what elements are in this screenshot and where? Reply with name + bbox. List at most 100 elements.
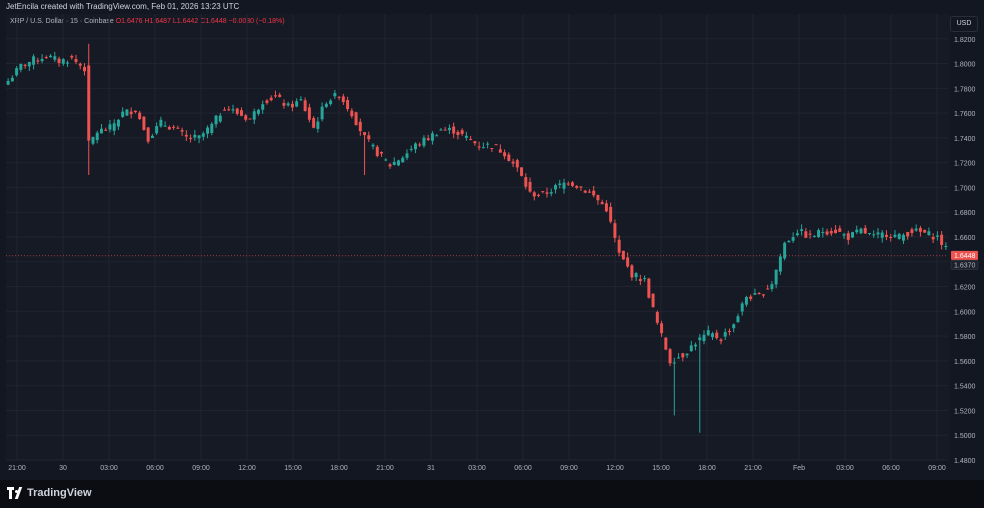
- ohlc-values: O1.6476 H1.6487 L1.6442 C1.6448 −0.0030 …: [115, 18, 285, 25]
- candle-body: [520, 167, 524, 176]
- candle-body: [719, 339, 723, 342]
- x-tick-label: 30: [59, 465, 67, 472]
- candle-body: [935, 235, 939, 237]
- candle-body: [159, 119, 163, 127]
- candle-body: [363, 132, 367, 136]
- candle-body: [388, 164, 392, 167]
- candle-body: [647, 278, 651, 298]
- candle-body: [617, 239, 621, 253]
- candle-body: [227, 109, 231, 111]
- x-tick-label: Feb: [793, 465, 805, 472]
- chart-caption: JetEncila created with TradingView.com, …: [6, 2, 240, 11]
- candle-body: [422, 137, 426, 146]
- candle-body: [473, 141, 477, 144]
- candle-body: [486, 143, 490, 145]
- candle-body: [685, 353, 689, 356]
- candle-body: [329, 100, 333, 105]
- x-tick-label: 03:00: [100, 465, 118, 472]
- candle-body: [384, 159, 388, 161]
- candle-body: [668, 349, 672, 364]
- candle-body: [261, 104, 265, 110]
- candle-body: [316, 121, 320, 129]
- y-tick-label: 1.6600: [954, 235, 976, 242]
- candle-body: [507, 154, 511, 161]
- candle-body: [723, 332, 727, 337]
- candle-body: [592, 190, 596, 196]
- candle-body: [579, 186, 583, 188]
- candle-body: [490, 148, 494, 150]
- candle-body: [146, 127, 150, 142]
- candle-body: [240, 110, 243, 116]
- candlestick-chart: 1.4800 1.5000 1.5200 1.5400 1.5600 1.5800 1.60…: [6, 14, 979, 472]
- candle-body: [307, 107, 311, 120]
- time-axis[interactable]: [6, 460, 950, 474]
- candle-body: [53, 56, 57, 60]
- candle-body: [770, 284, 774, 289]
- candle-body: [736, 316, 740, 323]
- candle-body: [621, 250, 625, 260]
- candle-body: [129, 111, 133, 115]
- candle-body: [176, 127, 180, 129]
- candle-body: [532, 192, 536, 197]
- tradingview-logo[interactable]: TradingView: [7, 487, 92, 499]
- candle-body: [944, 245, 948, 247]
- x-tick-label: 15:00: [284, 465, 302, 472]
- x-tick-label: 06:00: [882, 465, 900, 472]
- candle-body: [125, 109, 129, 116]
- candle-body: [566, 183, 570, 185]
- y-tick-label: 1.5800: [954, 334, 976, 341]
- currency-button[interactable]: USD: [950, 16, 978, 32]
- y-tick-label: 1.7800: [954, 86, 976, 93]
- y-tick-label: 1.7400: [954, 136, 976, 143]
- candle-body: [172, 126, 176, 128]
- candle-body: [609, 206, 613, 222]
- candle-body: [413, 143, 417, 150]
- y-tick-label: 1.7000: [954, 185, 976, 192]
- candle-body: [430, 133, 434, 141]
- candle-body: [401, 157, 405, 163]
- candle-body: [116, 119, 120, 127]
- candle-body: [367, 135, 371, 140]
- candle-body: [286, 103, 290, 106]
- candle-body: [201, 133, 205, 137]
- candle-body: [19, 63, 23, 70]
- candle-body: [715, 332, 719, 339]
- x-tick-label: 03:00: [836, 465, 854, 472]
- x-tick-label: 09:00: [928, 465, 946, 472]
- x-tick-label: 21:00: [744, 465, 762, 472]
- candle-body: [426, 138, 430, 140]
- candle-body: [804, 231, 808, 238]
- x-tick-label: 12:00: [606, 465, 624, 472]
- candle-body: [49, 55, 53, 58]
- candle-body: [587, 191, 591, 193]
- candle-body: [655, 312, 659, 323]
- candle-body: [923, 229, 927, 233]
- candle-body: [638, 279, 642, 282]
- price-axis[interactable]: [950, 14, 984, 460]
- candle-body: [397, 160, 400, 166]
- candle-body: [706, 330, 710, 336]
- y-tick-label: 1.6200: [954, 285, 976, 292]
- candle-body: [604, 203, 608, 212]
- x-tick-label: 31: [427, 465, 435, 472]
- candle-body: [150, 135, 154, 139]
- candle-body: [142, 116, 146, 130]
- candle-body: [918, 227, 922, 232]
- candle-body: [138, 112, 142, 119]
- y-tick-label: 1.8200: [954, 37, 976, 44]
- candle-body: [931, 236, 935, 240]
- tradingview-brand: TradingView: [27, 487, 92, 499]
- candle-body: [112, 123, 116, 131]
- candle-body: [863, 227, 867, 234]
- candle-body: [554, 185, 557, 190]
- candle-body: [889, 236, 893, 238]
- candle-body: [350, 110, 354, 117]
- candle-body: [87, 65, 91, 141]
- candle-body: [290, 103, 294, 108]
- candle-body: [643, 278, 647, 280]
- candle-body: [469, 139, 473, 141]
- y-tick-label: 1.6800: [954, 210, 976, 217]
- x-tick-label: 09:00: [192, 465, 210, 472]
- candle-body: [197, 135, 201, 139]
- candle-body: [634, 273, 638, 278]
